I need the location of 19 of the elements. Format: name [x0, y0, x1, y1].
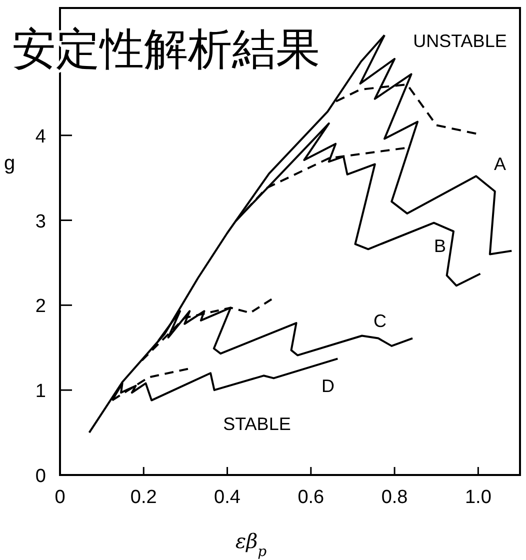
annotation: D	[322, 376, 334, 396]
annotation: B	[434, 236, 446, 256]
y-tick-label: 0	[35, 466, 46, 487]
x-tick-label: 0.4	[214, 487, 241, 508]
y-tick-label: 2	[35, 296, 46, 318]
annotation: A	[494, 154, 506, 174]
x-tick-label: 1.0	[464, 487, 492, 508]
x-tick-label: 0.2	[130, 487, 157, 508]
x-tick-label: 0.6	[298, 487, 324, 508]
x-tick-label: 0.8	[381, 487, 408, 508]
x-tick-label: 0	[54, 487, 66, 508]
annotation: UNSTABLE	[413, 30, 507, 51]
y-axis-title: g	[4, 152, 16, 174]
x-axis-title: εβ$_{p}$	[235, 529, 267, 560]
annotation: C	[374, 310, 386, 331]
y-tick-label: 3	[35, 211, 46, 232]
y-tick-label: 1	[35, 381, 46, 402]
annotation: STABLE	[223, 414, 291, 434]
y-tick-label: 4	[35, 126, 46, 148]
